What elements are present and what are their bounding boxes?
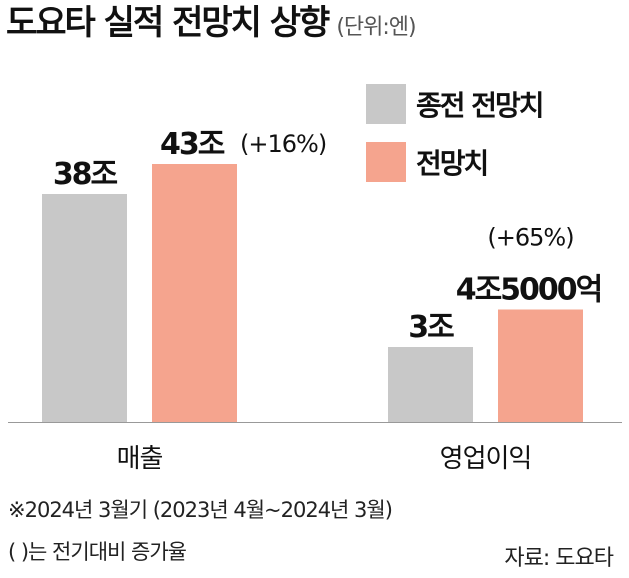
footnote-growth: ( )는 전기대비 증가율 (8, 540, 187, 564)
legend-swatch-prior (366, 84, 406, 124)
bar-1-0 (388, 347, 473, 422)
legend-label-current: 전망치 (416, 147, 489, 180)
data-label-0-0: 38조 (53, 157, 118, 192)
unit-label: (단위:엔) (336, 15, 416, 40)
change-label-0-1: (+16%) (240, 130, 326, 158)
chart-title: 도요타 실적 전망치 상향 (6, 3, 330, 43)
data-label-1-0: 3조 (408, 310, 454, 345)
footnote-period: ※2024년 3월기 (2023년 4월~2024년 3월) (8, 498, 393, 522)
change-label-1-1: (+65%) (487, 224, 573, 252)
bar-0-0 (42, 194, 127, 422)
category-label-0: 매출 (117, 444, 163, 474)
category-label-1: 영업이익 (440, 444, 532, 474)
legend-label-prior: 종전 전망치 (416, 89, 545, 122)
source-note: 자료: 도요타 (504, 546, 614, 571)
bar-1-1 (498, 309, 583, 422)
title-row: 도요타 실적 전망치 상향 (단위:엔) (6, 0, 417, 50)
data-label-0-1: 43조 (160, 127, 225, 162)
legend: 종전 전망치 전망치 (366, 82, 545, 198)
data-label-1-1: 4조5000억 (456, 273, 602, 308)
legend-item-current: 전망치 (366, 140, 543, 184)
legend-item-prior: 종전 전망치 (366, 82, 545, 126)
legend-swatch-current (366, 142, 406, 182)
bar-0-1 (152, 164, 237, 422)
